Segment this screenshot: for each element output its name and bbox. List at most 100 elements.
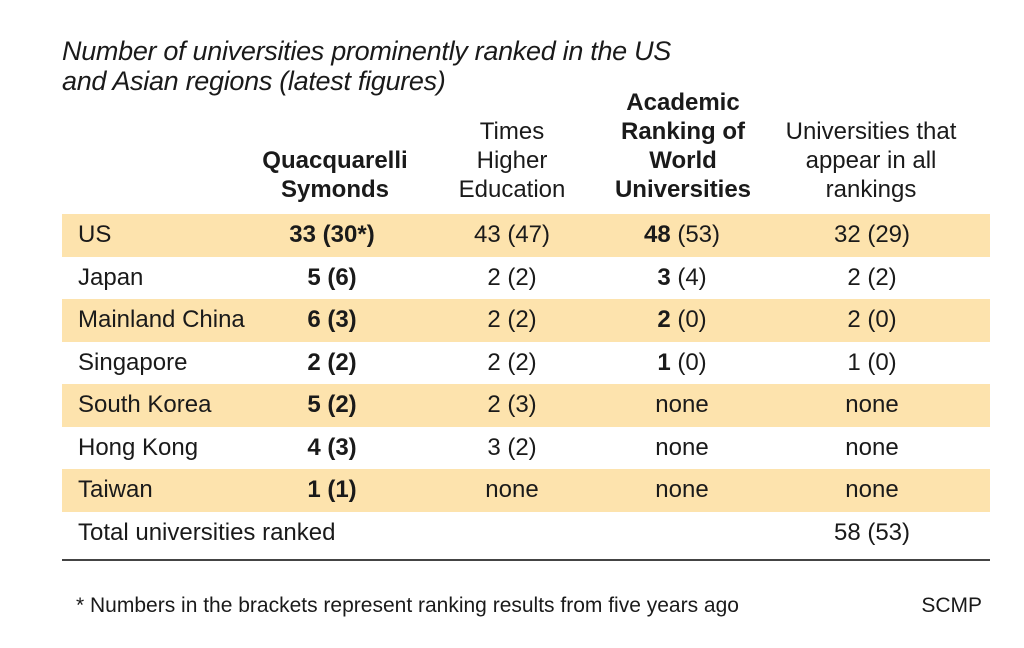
- header-all: Universities that appear in all rankings: [766, 117, 976, 204]
- all-cell-part: 2 (0): [847, 306, 897, 334]
- the-cell-part: (2): [507, 263, 537, 291]
- qs-cell-part: 4 (3): [307, 433, 357, 461]
- header-qs: Quacquarelli Symonds: [252, 146, 418, 204]
- table-row: Singapore 2 (2) 2 (2) 1 (0) 1 (0): [62, 342, 990, 385]
- table-row: Mainland China 6 (3) 2 (2) 2 (0) 2 (0): [62, 299, 990, 342]
- qs-cell-part: 1 (1): [307, 476, 357, 504]
- region-cell-part: Singapore: [78, 348, 188, 376]
- the-cell-part: none: [485, 476, 539, 504]
- header-all-line-1: Universities that: [785, 118, 957, 145]
- the-cell-part: 2: [487, 263, 501, 291]
- arwu-cell-part: 48: [643, 221, 671, 249]
- qs-cell-part: 2 (2): [307, 348, 357, 376]
- qs-cell: 5 (2): [252, 384, 412, 427]
- header-the-line-2: Higher: [476, 147, 548, 174]
- the-cell-part: (2): [507, 348, 537, 376]
- arwu-cell: none: [602, 469, 762, 512]
- header-the: Times Higher Education: [432, 117, 592, 204]
- arwu-cell-part: (4): [677, 263, 707, 291]
- the-cell: 43 (47): [432, 214, 592, 257]
- total-value: 58 (53): [833, 518, 911, 546]
- qs-cell-part: 5 (6): [307, 263, 357, 291]
- qs-cell: 1 (1): [252, 469, 412, 512]
- header-arwu-line-1: Academic: [626, 89, 740, 116]
- qs-cell: 5 (6): [252, 257, 412, 300]
- all-cell: 2 (0): [792, 299, 952, 342]
- header-the-line-3: Education: [458, 176, 566, 203]
- arwu-cell-part: (0): [677, 348, 707, 376]
- table-row: Japan 5 (6) 2 (2) 3 (4) 2 (2): [62, 257, 990, 300]
- qs-cell-part: 5 (2): [307, 391, 357, 419]
- region-cell-part: US: [78, 221, 112, 249]
- all-cell-part: none: [845, 433, 899, 461]
- the-cell-part: 43: [473, 221, 501, 249]
- ranking-table: US 33 (30*) 43 (47) 48 (53) 32 (29) Japan 5 (6…: [62, 214, 990, 554]
- arwu-cell: 48 (53): [602, 214, 762, 257]
- arwu-cell: 2 (0): [602, 299, 762, 342]
- all-cell-part: none: [845, 476, 899, 504]
- arwu-cell: 3 (4): [602, 257, 762, 300]
- all-cell-part: none: [845, 391, 899, 419]
- qs-cell: 6 (3): [252, 299, 412, 342]
- arwu-cell-part: 1: [657, 348, 671, 376]
- header-all-line-2: appear in all: [805, 147, 937, 174]
- all-cell: none: [792, 427, 952, 470]
- qs-cell: 33 (30*): [252, 214, 412, 257]
- the-cell: none: [432, 469, 592, 512]
- region-cell: South Korea: [78, 384, 211, 427]
- region-cell: Mainland China: [78, 299, 245, 342]
- all-cell-part: 2 (2): [847, 263, 897, 291]
- the-cell-part: 2: [487, 306, 501, 334]
- table-bottom-rule: [62, 559, 990, 561]
- source-label: SCMP: [921, 594, 982, 617]
- the-cell-part: (2): [507, 433, 537, 461]
- region-cell-part: South Korea: [78, 391, 212, 419]
- all-cell: 32 (29): [792, 214, 952, 257]
- the-cell-part: (47): [507, 221, 551, 249]
- arwu-cell: none: [602, 384, 762, 427]
- the-cell-part: (2): [507, 306, 537, 334]
- region-cell-part: Mainland China: [78, 306, 245, 334]
- the-cell-part: 2: [487, 348, 501, 376]
- all-cell: none: [792, 469, 952, 512]
- all-cell: 1 (0): [792, 342, 952, 385]
- arwu-cell-part: 3: [657, 263, 671, 291]
- arwu-cell-part: (53): [677, 221, 721, 249]
- the-cell-part: 2: [487, 391, 501, 419]
- arwu-cell: none: [602, 427, 762, 470]
- qs-cell-part: 6 (3): [307, 306, 357, 334]
- the-cell-part: 3: [487, 433, 501, 461]
- arwu-cell-part: (0): [677, 306, 707, 334]
- arwu-cell-part: none: [655, 391, 709, 419]
- header-all-line-3: rankings: [825, 176, 917, 203]
- all-cell: none: [792, 384, 952, 427]
- region-cell: Singapore: [78, 342, 187, 385]
- region-cell: US: [78, 214, 111, 257]
- footnote: * Numbers in the brackets represent rank…: [76, 594, 739, 617]
- header-qs-line-1: Quacquarelli: [262, 147, 408, 174]
- header-arwu-line-2: Ranking of: [621, 118, 745, 145]
- arwu-cell-part: none: [655, 476, 709, 504]
- the-cell: 2 (2): [432, 299, 592, 342]
- header-arwu-line-4: Universities: [614, 176, 752, 203]
- header-the-line-1: Times: [479, 118, 545, 145]
- region-cell: Hong Kong: [78, 427, 198, 470]
- total-label: Total universities ranked: [78, 518, 336, 546]
- the-cell: 2 (3): [432, 384, 592, 427]
- qs-cell: 2 (2): [252, 342, 412, 385]
- the-cell: 3 (2): [432, 427, 592, 470]
- table-row: US 33 (30*) 43 (47) 48 (53) 32 (29): [62, 214, 990, 257]
- arwu-cell-part: 2: [657, 306, 671, 334]
- region-cell-part: Hong Kong: [78, 433, 199, 461]
- title-line-2: and Asian regions (latest figures): [62, 66, 446, 96]
- region-cell-part: Japan: [78, 263, 144, 291]
- table-row: Taiwan 1 (1) none none none: [62, 469, 990, 512]
- all-cell-part: 1 (0): [847, 348, 897, 376]
- region-cell: Japan: [78, 257, 143, 300]
- total-row: Total universities ranked 58 (53): [62, 512, 990, 555]
- chart-title: Number of universities prominently ranke…: [62, 36, 671, 96]
- region-cell-part: Taiwan: [78, 476, 153, 504]
- the-cell: 2 (2): [432, 257, 592, 300]
- arwu-cell-part: none: [655, 433, 709, 461]
- qs-cell-part: 33 (30*): [289, 221, 375, 249]
